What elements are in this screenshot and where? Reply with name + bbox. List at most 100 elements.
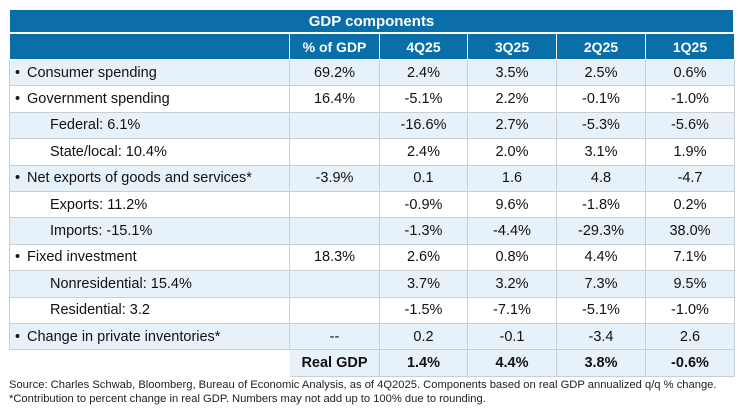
value-cell: 7.1% bbox=[645, 243, 735, 272]
total-empty-cell bbox=[9, 349, 290, 377]
row-label-text: Residential: 3.2 bbox=[50, 302, 150, 319]
value-cell: 0.1 bbox=[379, 164, 468, 192]
total-value-cell: 3.8% bbox=[556, 349, 646, 377]
table-row: Nonresidential: 15.4% 3.7% 3.2% 7.3% 9.5% bbox=[9, 270, 735, 298]
header-share: % of GDP bbox=[289, 33, 380, 60]
value-cell: 2.0% bbox=[467, 138, 557, 166]
share-cell: 69.2% bbox=[289, 58, 380, 87]
table-row: • Change in private inventories* -- 0.2 -0.1… bbox=[9, 322, 735, 351]
row-label-text: Federal: 6.1% bbox=[50, 117, 141, 134]
value-cell: 3.5% bbox=[467, 58, 557, 87]
row-label: Exports: 11.2% bbox=[9, 190, 290, 219]
value-cell: 3.7% bbox=[379, 270, 468, 298]
value-cell: 3.1% bbox=[556, 138, 646, 166]
value-cell: -5.6% bbox=[645, 111, 735, 140]
row-label-text: Nonresidential: 15.4% bbox=[50, 275, 192, 292]
table-row: • Government spending 16.4% -5.1% 2.2% -0.1% -… bbox=[9, 85, 735, 113]
value-cell: -5.3% bbox=[556, 111, 646, 140]
row-label: • Fixed investment bbox=[9, 243, 290, 272]
header-2q25: 2Q25 bbox=[556, 33, 646, 60]
bullet-icon: • bbox=[15, 328, 21, 345]
total-value-cell: 4.4% bbox=[467, 349, 557, 377]
table-row: Imports: -15.1% -1.3% -4.4% -29.3% 38.0% bbox=[9, 217, 735, 245]
value-cell: -1.5% bbox=[379, 296, 468, 324]
header-1q25: 1Q25 bbox=[645, 33, 735, 60]
bullet-icon: • bbox=[15, 91, 21, 108]
share-cell bbox=[289, 190, 380, 219]
value-cell: 0.2% bbox=[645, 190, 735, 219]
row-label-text: Imports: -15.1% bbox=[50, 223, 153, 240]
header-row: % of GDP 4Q25 3Q25 2Q25 1Q25 bbox=[9, 33, 735, 60]
row-label: State/local: 10.4% bbox=[9, 138, 290, 166]
value-cell: 2.5% bbox=[556, 58, 646, 87]
row-label: • Government spending bbox=[9, 85, 290, 113]
source-note: Source: Charles Schwab, Bloomberg, Burea… bbox=[9, 379, 717, 405]
table-row: • Consumer spending 69.2% 2.4% 3.5% 2.5% 0.6% bbox=[9, 58, 735, 87]
value-cell: 2.7% bbox=[467, 111, 557, 140]
share-cell bbox=[289, 111, 380, 140]
share-cell: 16.4% bbox=[289, 85, 380, 113]
share-cell bbox=[289, 296, 380, 324]
value-cell: -7.1% bbox=[467, 296, 557, 324]
value-cell: 1.9% bbox=[645, 138, 735, 166]
value-cell: -4.4% bbox=[467, 217, 557, 245]
row-label: Federal: 6.1% bbox=[9, 111, 290, 140]
value-cell: 4.4% bbox=[556, 243, 646, 272]
total-row: Real GDP 1.4% 4.4% 3.8% -0.6% bbox=[9, 349, 735, 377]
share-cell: 18.3% bbox=[289, 243, 380, 272]
value-cell: -1.3% bbox=[379, 217, 468, 245]
value-cell: -0.1% bbox=[556, 85, 646, 113]
bullet-icon: • bbox=[15, 64, 21, 81]
share-cell bbox=[289, 270, 380, 298]
total-value-cell: -0.6% bbox=[645, 349, 735, 377]
total-label: Real GDP bbox=[289, 349, 380, 377]
row-label: • Change in private inventories* bbox=[9, 322, 290, 351]
value-cell: 9.6% bbox=[467, 190, 557, 219]
value-cell: -4.7 bbox=[645, 164, 735, 192]
value-cell: 7.3% bbox=[556, 270, 646, 298]
row-label: Imports: -15.1% bbox=[9, 217, 290, 245]
table-title: GDP components bbox=[9, 9, 734, 33]
value-cell: -3.4 bbox=[556, 322, 646, 351]
row-label: • Consumer spending bbox=[9, 58, 290, 87]
value-cell: 2.6 bbox=[645, 322, 735, 351]
total-value-cell: 1.4% bbox=[379, 349, 468, 377]
value-cell: 0.6% bbox=[645, 58, 735, 87]
value-cell: -16.6% bbox=[379, 111, 468, 140]
value-cell: -1.8% bbox=[556, 190, 646, 219]
value-cell: 2.2% bbox=[467, 85, 557, 113]
value-cell: 2.4% bbox=[379, 58, 468, 87]
header-label bbox=[9, 33, 290, 60]
value-cell: -29.3% bbox=[556, 217, 646, 245]
row-label: Nonresidential: 15.4% bbox=[9, 270, 290, 298]
value-cell: -0.1 bbox=[467, 322, 557, 351]
value-cell: 0.2 bbox=[379, 322, 468, 351]
value-cell: 2.4% bbox=[379, 138, 468, 166]
row-label-text: Government spending bbox=[27, 91, 170, 108]
row-label-text: Exports: 11.2% bbox=[50, 196, 148, 213]
value-cell: 38.0% bbox=[645, 217, 735, 245]
row-label-text: Change in private inventories* bbox=[27, 328, 221, 345]
share-cell: -- bbox=[289, 322, 380, 351]
value-cell: 2.6% bbox=[379, 243, 468, 272]
value-cell: -1.0% bbox=[645, 296, 735, 324]
value-cell: 1.6 bbox=[467, 164, 557, 192]
share-cell bbox=[289, 217, 380, 245]
table-row: • Net exports of goods and services* -3.9%… bbox=[9, 164, 735, 192]
table-row: State/local: 10.4% 2.4% 2.0% 3.1% 1.9% bbox=[9, 138, 735, 166]
header-3q25: 3Q25 bbox=[467, 33, 557, 60]
table-row: • Fixed investment 18.3% 2.6% 0.8% 4.4% 7.1% bbox=[9, 243, 735, 272]
value-cell: -0.9% bbox=[379, 190, 468, 219]
value-cell: -5.1% bbox=[379, 85, 468, 113]
table-row: Exports: 11.2% -0.9% 9.6% -1.8% 0.2% bbox=[9, 190, 735, 219]
table-row: Federal: 6.1% -16.6% 2.7% -5.3% -5.6% bbox=[9, 111, 735, 140]
value-cell: 9.5% bbox=[645, 270, 735, 298]
value-cell: -1.0% bbox=[645, 85, 735, 113]
share-cell: -3.9% bbox=[289, 164, 380, 192]
row-label-text: Consumer spending bbox=[27, 64, 157, 81]
value-cell: 4.8 bbox=[556, 164, 646, 192]
gdp-table-container: GDP components % of GDP 4Q25 3Q25 2Q25 1… bbox=[9, 9, 735, 377]
value-cell: -5.1% bbox=[556, 296, 646, 324]
table-body: • Consumer spending 69.2% 2.4% 3.5% 2.5% 0.6% •… bbox=[9, 58, 735, 377]
share-cell bbox=[289, 138, 380, 166]
